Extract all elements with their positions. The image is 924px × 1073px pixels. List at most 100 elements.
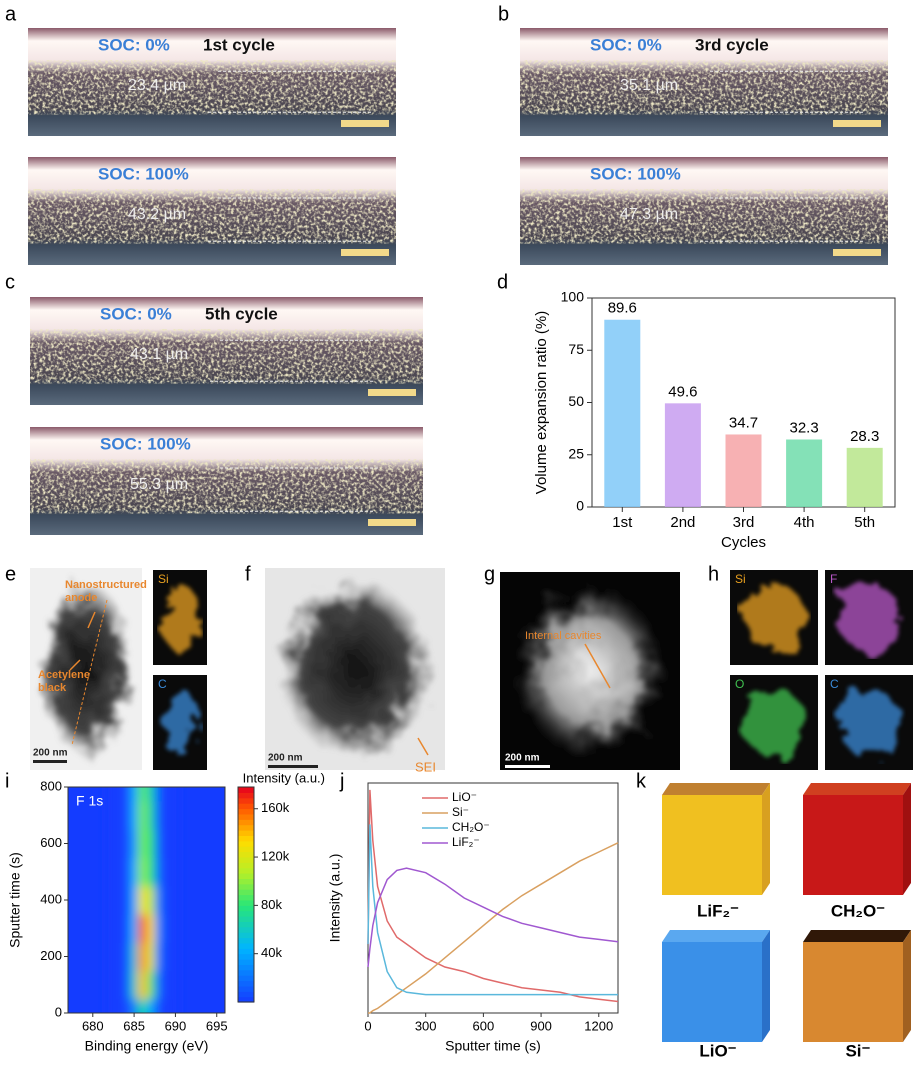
cube-label: LiO⁻ (699, 1041, 736, 1060)
y-tick-label: 400 (40, 891, 62, 906)
heatmap-cell (129, 801, 139, 830)
colorbar-step (238, 926, 254, 933)
tem-f-particle (279, 580, 431, 758)
heatmap-cell (163, 829, 172, 859)
heatmap-cell (121, 787, 131, 802)
cube-top (662, 783, 770, 795)
panel-label: k (636, 770, 647, 792)
bar (664, 403, 701, 507)
scale-label: 200 nm (268, 753, 303, 764)
micrograph-grain (28, 189, 396, 244)
x-tick-label: 4th (794, 514, 815, 531)
x-axis-label: Cycles (721, 534, 766, 551)
panel-label: a (5, 3, 17, 25)
x-tick-label: 690 (165, 1018, 187, 1033)
annotation: anode (65, 592, 97, 604)
y-tick-label: 25 (568, 445, 584, 461)
heatmap-cell (113, 801, 123, 830)
soc-label: SOC: 0% (100, 304, 172, 323)
heatmap-cell (105, 942, 114, 972)
colorbar-step (238, 824, 254, 831)
micrograph-grain (30, 329, 423, 384)
cube-side (762, 783, 770, 895)
cube-side (903, 783, 911, 895)
colorbar-step (238, 921, 254, 928)
heatmap-cell (154, 885, 164, 915)
panel-label: e (5, 563, 16, 585)
heatmap-cell (113, 998, 123, 1013)
legend-label: CH₂O⁻ (452, 820, 490, 834)
scale-bar (833, 120, 881, 127)
heatmap-cell (154, 801, 164, 830)
colorbar-step (238, 910, 254, 917)
thickness-label: 35.1 µm (620, 77, 678, 94)
heatmap-cell (129, 970, 139, 1000)
y-tick-label: 100 (561, 289, 585, 305)
heatmap-cell (163, 857, 172, 887)
heatmap-cell (171, 857, 181, 887)
colorbar-step (238, 975, 254, 982)
colorbar-step (238, 856, 254, 863)
colorbar-step (238, 889, 254, 896)
heatmap-cell (171, 998, 181, 1013)
colorbar-step (238, 991, 254, 998)
heatmap-cell (163, 970, 172, 1000)
eds-label: F (830, 572, 837, 586)
heatmap-cell (146, 801, 156, 830)
heatmap-cell (146, 914, 156, 943)
colorbar-step (238, 851, 254, 858)
colorbar-step (238, 980, 254, 987)
colorbar-step (238, 878, 254, 885)
colorbar-step (238, 916, 254, 922)
scale-bar (833, 249, 881, 256)
value-label: 28.3 (850, 428, 879, 445)
eds-signal (838, 583, 900, 652)
micrograph (520, 28, 888, 136)
bar (604, 319, 641, 507)
heatmap-cell (138, 829, 147, 859)
heatmap-cell (171, 885, 181, 915)
x-tick-label: 900 (530, 1018, 552, 1033)
heatmap-cell (138, 885, 147, 915)
plot-frame (367, 782, 619, 1014)
heatmap-cell (129, 885, 139, 915)
y-tick-label: 50 (568, 393, 584, 409)
tem-e-particle (38, 580, 134, 758)
heatmap-cells (105, 787, 181, 1013)
heatmap-cell (129, 998, 139, 1013)
bar (846, 447, 883, 507)
annotation: Internal cavities (525, 630, 602, 642)
x-tick-label: 695 (206, 1018, 228, 1033)
line-series (368, 842, 619, 1014)
bar (725, 434, 762, 507)
arrow (417, 737, 429, 756)
heatmap-cell (138, 914, 147, 943)
heatmap-cell (113, 942, 123, 972)
x-tick-label: 685 (123, 1018, 145, 1033)
arrow (584, 643, 611, 689)
soc-label: SOC: 100% (590, 164, 681, 183)
heatmap-cell (105, 857, 114, 887)
y-tick-label: 0 (576, 498, 584, 514)
heatmap-cell (146, 942, 156, 972)
x-tick-label: 3rd (733, 514, 755, 531)
x-tick-label: 1st (612, 514, 633, 531)
heatmap-cell (105, 998, 114, 1013)
cube-top (803, 930, 911, 942)
colorbar-step (238, 830, 254, 836)
heatmap-cell (105, 801, 114, 830)
eds-signal (161, 583, 199, 652)
heatmap-cell (105, 885, 114, 915)
x-tick-label: 0 (364, 1018, 371, 1033)
micrograph (28, 28, 396, 136)
y-tick-label: 75 (568, 341, 584, 357)
scale-label: 200 nm (505, 753, 540, 764)
heatmap-cell (121, 857, 131, 887)
colorbar-step (238, 905, 254, 912)
heatmap-blur (105, 787, 181, 1013)
colorbar-step (238, 883, 254, 890)
scale-bar (368, 519, 416, 526)
legend-label: LiO⁻ (452, 790, 477, 804)
micrograph-grain (520, 189, 888, 244)
micrograph (30, 297, 423, 405)
